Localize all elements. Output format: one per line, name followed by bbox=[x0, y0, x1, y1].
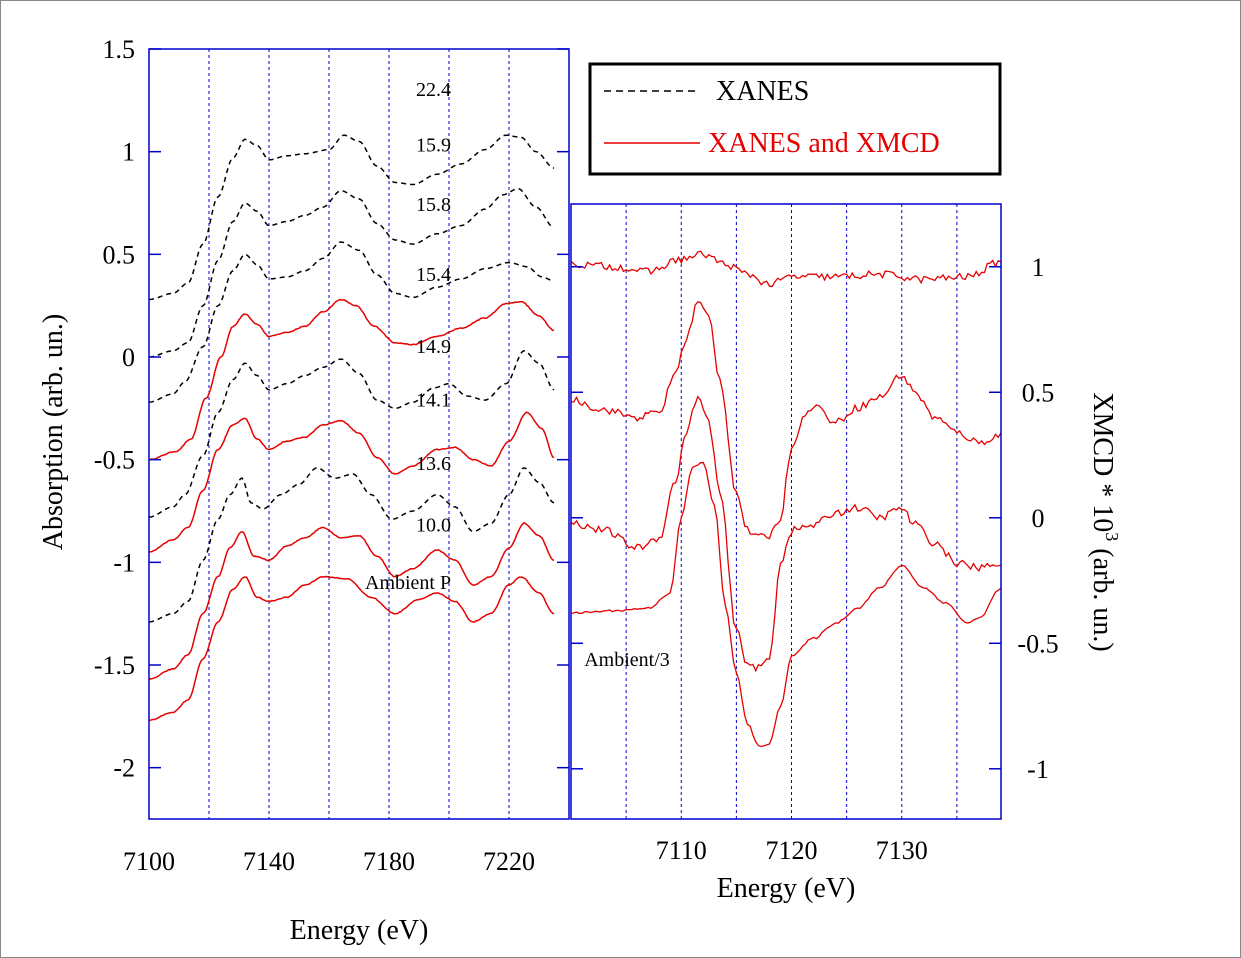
series-14-9 bbox=[148, 350, 555, 518]
right-y-axis-sup: 3 bbox=[1102, 532, 1122, 541]
series-label: 15.9 bbox=[416, 135, 451, 157]
xmcd-panel: 1 0.5 0 -0.5 -1 7110 7120 7130 Ambient/3 Energy… bbox=[570, 203, 1122, 904]
left-ytick-label: -1.5 bbox=[94, 651, 135, 680]
left-series-labels: 22.4 15.9 15.8 15.4 14.9 14.1 13.6 10.0 Ambient … bbox=[365, 79, 451, 594]
right-y-axis-title: XMCD * 103 (arb. un.) bbox=[1087, 392, 1122, 651]
left-ytick-label: -1 bbox=[113, 548, 135, 577]
right-y-axis-suffix: (arb. un.) bbox=[1087, 541, 1118, 651]
left-xtick-label: 7220 bbox=[483, 847, 535, 876]
right-series-group bbox=[570, 250, 1002, 748]
left-ytick-label: 1.5 bbox=[103, 35, 136, 64]
series-14-1 bbox=[148, 411, 555, 553]
left-ytick-label: 0.5 bbox=[103, 240, 136, 269]
legend: XANES XANES and XMCD bbox=[588, 62, 1002, 176]
series-ambient-p bbox=[148, 575, 555, 722]
series-label: 22.4 bbox=[416, 79, 451, 101]
left-ytick-label: 1 bbox=[122, 138, 135, 167]
right-ytick-label: -0.5 bbox=[1017, 629, 1058, 658]
left-plot-frame bbox=[148, 48, 570, 820]
ambient-annotation: Ambient/3 bbox=[584, 649, 670, 671]
right-ytick-label: 1 bbox=[1032, 253, 1045, 282]
series-label: 14.9 bbox=[416, 336, 451, 358]
right-plot-frame bbox=[570, 203, 1002, 820]
series-label: 15.8 bbox=[416, 194, 451, 216]
right-ticks: 1 0.5 0 -0.5 -1 7110 7120 7130 bbox=[571, 253, 1059, 865]
series-15-4 bbox=[148, 298, 555, 461]
series-label: Ambient P bbox=[365, 572, 451, 594]
right-x-axis-title: Energy (eV) bbox=[717, 873, 856, 904]
xmcd-series-third bbox=[570, 395, 1002, 673]
series-label: 14.1 bbox=[416, 389, 451, 411]
left-xtick-label: 7180 bbox=[363, 847, 415, 876]
series-22-4 bbox=[148, 134, 555, 301]
series-10-0 bbox=[148, 522, 555, 681]
right-ytick-label: -1 bbox=[1027, 755, 1049, 784]
left-ytick-label: 0 bbox=[122, 343, 135, 372]
xmcd-series-top bbox=[570, 250, 1002, 288]
left-x-axis-title: Energy (eV) bbox=[290, 915, 429, 946]
right-xtick-label: 7130 bbox=[876, 836, 928, 865]
xmcd-series-second bbox=[570, 301, 1002, 540]
left-ytick-label: -0.5 bbox=[94, 446, 135, 475]
series-15-9 bbox=[148, 187, 555, 358]
right-xtick-label: 7110 bbox=[656, 836, 707, 865]
legend-xanes-label: XANES bbox=[716, 76, 809, 107]
series-15-8 bbox=[148, 241, 555, 403]
xmcd-series-ambient-3 bbox=[570, 461, 1002, 748]
series-label: 10.0 bbox=[416, 515, 451, 537]
right-ytick-label: 0 bbox=[1032, 504, 1045, 533]
left-ytick-label: -2 bbox=[113, 754, 135, 783]
left-ticks: -2 -1.5 -1 -0.5 0 0.5 1 1.5 7100 7140 7180 7220 bbox=[94, 35, 569, 876]
left-xtick-label: 7140 bbox=[243, 847, 295, 876]
series-label: 13.6 bbox=[416, 453, 451, 475]
right-y-axis-main: XMCD * 10 bbox=[1087, 392, 1118, 532]
right-xtick-label: 7120 bbox=[766, 836, 818, 865]
absorption-panel: -2 -1.5 -1 -0.5 0 0.5 1 1.5 7100 7140 7180 7220 22.… bbox=[38, 35, 570, 946]
left-xtick-label: 7100 bbox=[123, 847, 175, 876]
legend-xmcd-label: XANES and XMCD bbox=[708, 128, 940, 159]
right-gridlines bbox=[625, 204, 958, 819]
left-series-group bbox=[148, 134, 555, 722]
series-13-6 bbox=[148, 467, 555, 623]
right-ytick-label: 0.5 bbox=[1022, 378, 1055, 407]
right-panel-bg bbox=[571, 204, 1001, 819]
left-y-axis-title: Absorption (arb. un.) bbox=[38, 314, 69, 550]
series-label: 15.4 bbox=[416, 264, 451, 286]
legend-box bbox=[588, 62, 1002, 176]
